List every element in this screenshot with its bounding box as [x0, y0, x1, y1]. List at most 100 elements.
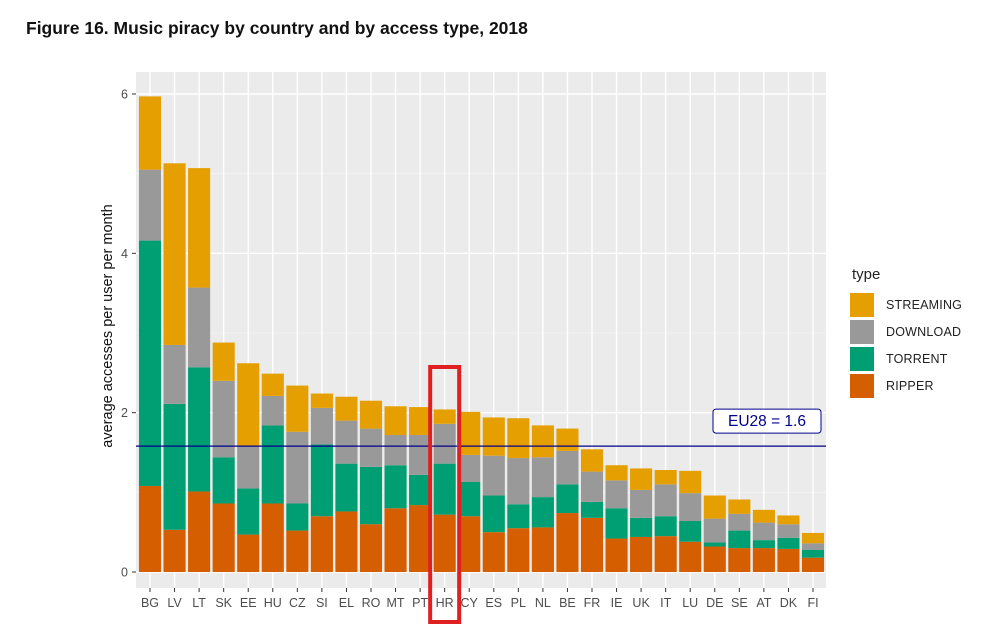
bar-ripper-bg	[138, 485, 162, 572]
legend-label-torrent: TORRENT	[886, 351, 948, 366]
bar-ripper-ie	[605, 538, 628, 572]
bar-streaming-si	[310, 393, 333, 408]
legend: type STREAMING DOWNLOAD TORRENT RIPPER	[850, 266, 962, 399]
bar-streaming-lu	[679, 470, 702, 494]
bar-ripper-uk	[630, 536, 653, 572]
bar-download-si	[310, 407, 333, 445]
legend-item-streaming: STREAMING	[850, 291, 962, 318]
bar-ripper-de	[703, 546, 726, 572]
bar-download-ro	[359, 428, 383, 467]
x-tick-label: PL	[511, 596, 526, 610]
bar-streaming-fi	[801, 532, 825, 544]
x-tick-label: FI	[807, 596, 818, 610]
bar-ripper-se	[728, 548, 751, 572]
bar-download-ie	[605, 480, 628, 509]
x-tick-label: EE	[240, 596, 257, 610]
bar-torrent-lv	[163, 403, 186, 530]
x-tick-label: LV	[167, 596, 182, 610]
bar-ripper-lv	[163, 529, 186, 572]
bar-streaming-at	[752, 509, 775, 523]
bar-torrent-se	[728, 530, 751, 549]
bar-ripper-si	[310, 516, 333, 572]
bar-streaming-de	[703, 495, 726, 519]
bar-torrent-pt	[409, 474, 432, 506]
x-tick-label: HU	[264, 596, 282, 610]
x-tick-label: CY	[461, 596, 479, 610]
x-tick-label: EL	[339, 596, 354, 610]
bar-streaming-nl	[531, 425, 554, 458]
bar-download-ee	[237, 446, 260, 489]
bar-ripper-el	[335, 511, 358, 572]
bar-torrent-hu	[261, 425, 284, 504]
bar-torrent-si	[310, 444, 333, 517]
y-tick-label: 0	[121, 566, 128, 580]
bar-streaming-el	[335, 396, 358, 421]
x-tick-label: IT	[660, 596, 671, 610]
legend-swatch-download	[850, 319, 874, 344]
bar-ripper-lt	[188, 491, 211, 572]
bar-torrent-it	[654, 516, 677, 537]
bar-streaming-lt	[188, 168, 211, 288]
bar-torrent-cz	[286, 503, 309, 531]
bar-download-nl	[531, 457, 554, 498]
bar-torrent-at	[752, 540, 775, 549]
bar-layer	[138, 96, 825, 572]
bar-ripper-es	[482, 532, 505, 572]
bar-download-dk	[777, 524, 800, 538]
bar-torrent-el	[335, 463, 358, 512]
bar-streaming-se	[728, 499, 751, 514]
bar-streaming-ee	[237, 363, 260, 447]
x-tick-label: MT	[387, 596, 405, 610]
bar-download-bg	[138, 169, 162, 241]
eu28-label: EU28 = 1.6	[728, 413, 806, 430]
legend-label-download: DOWNLOAD	[886, 324, 962, 339]
x-tick-label: BG	[141, 596, 159, 610]
x-tick-label: SI	[316, 596, 328, 610]
bar-torrent-be	[556, 484, 579, 514]
x-tick-label: DK	[780, 596, 798, 610]
bar-download-uk	[630, 489, 653, 518]
x-tick-label: BE	[559, 596, 576, 610]
bar-download-lt	[188, 287, 211, 368]
legend-item-torrent: TORRENT	[850, 345, 962, 372]
bar-streaming-dk	[777, 515, 800, 525]
legend-item-download: DOWNLOAD	[850, 318, 962, 345]
y-tick-label: 2	[121, 406, 128, 420]
bar-torrent-ee	[237, 488, 260, 535]
bar-ripper-fi	[801, 557, 825, 572]
bar-download-de	[703, 518, 726, 543]
x-tick-label: HR	[436, 596, 454, 610]
bar-ripper-sk	[212, 503, 235, 572]
x-tick-label: LU	[682, 596, 698, 610]
legend-swatch-ripper	[850, 373, 874, 398]
bar-torrent-es	[482, 495, 505, 533]
x-tick-label: RO	[362, 596, 381, 610]
legend-label-ripper: RIPPER	[886, 378, 934, 393]
reference-line-layer: EU28 = 1.6	[136, 365, 826, 624]
bar-torrent-hr	[433, 463, 456, 515]
highlight-box-hr	[428, 365, 462, 624]
bar-ripper-dk	[777, 548, 800, 572]
bar-ripper-cy	[458, 516, 481, 572]
bar-download-cz	[286, 431, 309, 504]
bar-streaming-hr	[433, 409, 456, 424]
bar-download-at	[752, 522, 775, 541]
legend-title: type	[852, 266, 881, 283]
bar-ripper-ee	[237, 534, 260, 572]
bar-torrent-dk	[777, 537, 800, 549]
bar-streaming-ro	[359, 400, 383, 429]
bar-streaming-ie	[605, 465, 628, 481]
x-tick-label: CZ	[289, 596, 306, 610]
bar-torrent-ro	[359, 466, 383, 525]
bar-streaming-pl	[507, 418, 530, 459]
y-tick-label: 4	[121, 247, 128, 261]
bar-streaming-pt	[409, 407, 432, 435]
bar-torrent-uk	[630, 517, 653, 537]
bar-ripper-pt	[409, 505, 432, 572]
bar-download-hu	[261, 395, 284, 426]
bar-download-lv	[163, 344, 186, 404]
y-axis-label: average accesses per user per month	[100, 204, 116, 447]
x-tick-label: SK	[215, 596, 232, 610]
bar-download-el	[335, 420, 358, 464]
bar-streaming-fr	[580, 449, 604, 472]
